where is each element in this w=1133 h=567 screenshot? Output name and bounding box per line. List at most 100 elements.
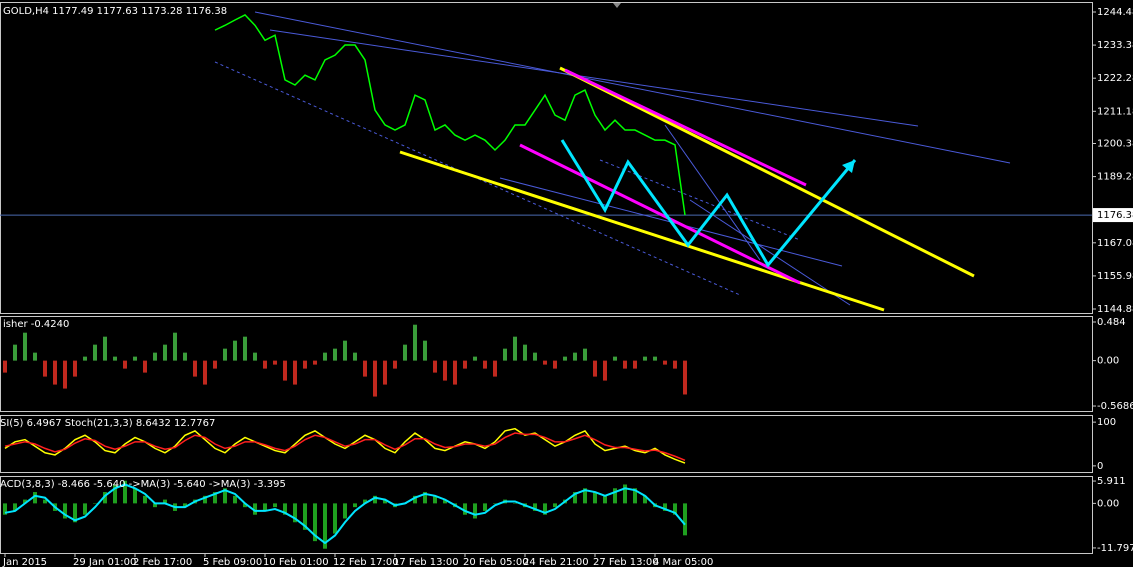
histogram-bar <box>363 360 367 377</box>
histogram-bar <box>223 488 227 504</box>
histogram-bar <box>683 360 687 395</box>
histogram-bar <box>383 499 387 504</box>
price-line-series <box>214 13 686 216</box>
histogram-bar <box>393 360 397 369</box>
histogram-bar <box>13 503 17 511</box>
histogram-bar <box>333 503 337 534</box>
histogram-bar <box>523 344 527 361</box>
histogram-bar <box>413 495 417 504</box>
histogram-bar <box>63 503 67 519</box>
histogram-bar <box>133 488 137 504</box>
histogram-bar <box>463 360 467 369</box>
y-tick-label: -0.5686 <box>1097 401 1133 412</box>
histogram-bar <box>203 360 207 385</box>
channel-line <box>519 143 801 285</box>
histogram-bar <box>273 503 277 508</box>
histogram-bar <box>243 503 247 508</box>
histogram-bar <box>143 495 147 504</box>
y-tick-label: 1167.08 <box>1097 238 1133 249</box>
histogram-bar <box>73 503 77 523</box>
histogram-bar <box>213 492 217 504</box>
histogram-bar <box>603 495 607 504</box>
histogram-bar <box>163 499 167 504</box>
histogram-bar <box>283 503 287 515</box>
histogram-bar <box>383 360 387 385</box>
histogram-bar <box>633 360 637 369</box>
histogram-bar <box>23 499 27 504</box>
x-tick-label: 20 Feb 05:00 <box>463 557 529 567</box>
y-tick-label: 0.484 <box>1097 317 1126 328</box>
resistance-line <box>559 66 975 278</box>
histogram-bar <box>443 499 447 504</box>
macd-title: ACD(3,8,3) -8.466 -5.640 ->MA(3) -5.640 … <box>0 479 286 490</box>
main-frame <box>0 2 1093 314</box>
y-tick-label: 1211.18 <box>1097 106 1133 117</box>
panel-frames <box>0 2 1093 554</box>
histogram-bar <box>33 492 37 504</box>
histogram-bar <box>103 492 107 504</box>
histogram-bar <box>253 352 257 361</box>
fisher-frame <box>0 316 1093 412</box>
x-tick-label: 4 Mar 05:00 <box>653 557 713 567</box>
histogram-bar <box>463 503 467 515</box>
histogram-bar <box>293 503 297 523</box>
macd-frame <box>0 476 1093 554</box>
x-tick-label: 24 Feb 21:00 <box>523 557 589 567</box>
histogram-bar <box>533 503 537 511</box>
x-tick-label: 12 Feb 17:00 <box>333 557 399 567</box>
histogram-bar <box>13 344 17 361</box>
trend-line <box>664 124 761 261</box>
histogram-bar <box>663 503 667 511</box>
histogram-bar <box>213 360 217 369</box>
histogram-bar <box>583 488 587 504</box>
histogram-bar <box>493 360 497 377</box>
stoch-frame <box>0 415 1093 473</box>
histogram-bar <box>233 495 237 504</box>
histogram-bar <box>643 356 647 361</box>
histogram-bar <box>543 503 547 515</box>
histogram-bar <box>263 503 267 511</box>
histogram-bar <box>233 340 237 361</box>
histogram-bar <box>493 503 497 504</box>
histogram-bar <box>313 503 317 542</box>
histogram-bar <box>553 360 557 369</box>
histogram-bar <box>343 340 347 361</box>
histogram-bar <box>123 480 127 504</box>
histogram-bar <box>93 344 97 361</box>
x-tick-label: 10 Feb 01:00 <box>263 557 329 567</box>
histogram-bar <box>293 360 297 385</box>
histogram-bar <box>33 352 37 361</box>
histogram-bar <box>683 503 687 536</box>
histogram-bar <box>613 356 617 361</box>
histogram-bar <box>173 332 177 361</box>
y-tick-label: 0.00 <box>1097 498 1119 509</box>
histogram-bar <box>473 356 477 361</box>
y-tick-label: 1155.98 <box>1097 271 1133 282</box>
histogram-bar <box>603 360 607 381</box>
histogram-bar <box>113 484 117 504</box>
projection-arrow <box>560 139 857 268</box>
histogram-bar <box>653 356 657 361</box>
histogram-bar <box>223 348 227 361</box>
histogram-bar <box>153 352 157 361</box>
histogram-bar <box>373 360 377 397</box>
histogram-bar <box>153 503 157 508</box>
x-tick-label: 2 Feb 17:00 <box>133 557 192 567</box>
histogram-bar <box>253 503 257 515</box>
indicator-line <box>4 432 686 461</box>
y-tick-label: 5.911 <box>1097 476 1126 487</box>
histogram-bar <box>643 495 647 504</box>
histogram-bar <box>553 503 557 508</box>
histogram-bar <box>273 360 277 365</box>
histogram-bar <box>133 356 137 361</box>
histogram-bar <box>303 360 307 369</box>
histogram-bar <box>583 348 587 361</box>
histogram-bar <box>183 352 187 361</box>
histogram-bar <box>183 503 187 508</box>
histogram-bar <box>193 360 197 377</box>
histogram-bar <box>53 360 57 385</box>
y-tick-label: 1233.38 <box>1097 40 1133 51</box>
support-line <box>399 150 885 312</box>
histogram-bar <box>83 503 87 515</box>
